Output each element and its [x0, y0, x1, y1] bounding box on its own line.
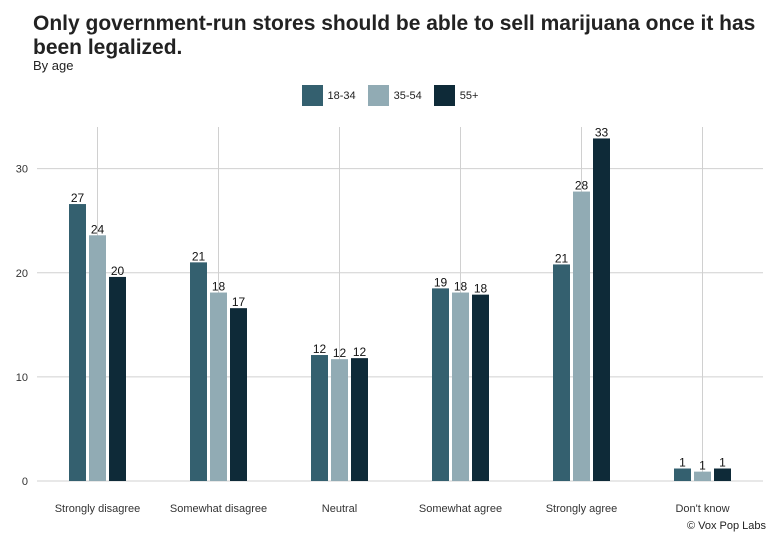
chart-subtitle: By age — [33, 58, 74, 73]
bar — [311, 355, 328, 481]
bar — [694, 471, 711, 481]
bar — [351, 358, 368, 481]
y-tick-label: 10 — [16, 372, 28, 384]
chart-title: Only government-run stores should be abl… — [33, 12, 756, 59]
bar-value-label: 12 — [333, 346, 347, 360]
legend-label-18-34: 18-34 — [327, 89, 356, 102]
x-tick-label: Somewhat disagree — [170, 503, 267, 515]
bar-value-label: 24 — [91, 222, 105, 236]
bar-value-label: 21 — [192, 249, 206, 263]
bar-value-label: 18 — [212, 280, 226, 294]
axis-ticks: 0 10 20 30 Strongly disagree Somewhat disagre… — [16, 164, 730, 515]
legend-label-35-54: 35-54 — [393, 89, 422, 102]
bar-value-label: 18 — [474, 282, 488, 296]
legend-label-55-plus: 55+ — [459, 89, 479, 102]
bar-value-label: 28 — [575, 179, 589, 193]
bar — [452, 292, 469, 481]
bars — [69, 138, 731, 481]
bar — [331, 359, 348, 481]
x-tick-label: Strongly agree — [546, 503, 618, 515]
bar-value-label: 1 — [679, 456, 686, 470]
x-tick-label: Neutral — [322, 503, 357, 515]
bar — [109, 276, 126, 481]
x-tick-label: Somewhat agree — [419, 503, 502, 515]
bar-value-label: 21 — [555, 251, 569, 265]
legend-item-18-34: 18-34 — [301, 85, 356, 106]
bar-value-label: 1 — [719, 456, 726, 470]
x-tick-label: Don't know — [675, 503, 729, 515]
gridlines — [37, 127, 763, 482]
legend-swatch-18-34 — [301, 85, 323, 106]
bar — [553, 264, 570, 481]
value-labels: 27 21 12 19 21 1 24 18 12 18 28 1 20 17 12 18 33 1 — [71, 125, 726, 472]
legend-swatch-35-54 — [367, 85, 389, 106]
bar — [210, 292, 227, 481]
bar — [69, 204, 86, 481]
bar — [230, 308, 247, 481]
legend-item-55-plus: 55+ — [433, 85, 479, 106]
chart-legend: 18-34 35-54 55+ — [0, 85, 780, 106]
legend-item-35-54: 35-54 — [367, 85, 422, 106]
bar-value-label: 12 — [353, 345, 367, 359]
bar-value-label: 18 — [454, 280, 468, 294]
bar — [89, 235, 106, 481]
y-tick-label: 0 — [22, 476, 28, 488]
bar-value-label: 27 — [71, 191, 85, 205]
bar — [190, 262, 207, 481]
bar — [573, 191, 590, 481]
bar-value-label: 20 — [111, 264, 125, 278]
source-credit: © Vox Pop Labs — [686, 520, 766, 532]
x-tick-label: Strongly disagree — [55, 503, 141, 515]
bar — [714, 468, 731, 481]
bar-value-label: 33 — [595, 125, 609, 139]
bar-value-label: 12 — [313, 342, 327, 356]
bar-value-label: 19 — [434, 275, 448, 289]
bar — [674, 468, 691, 481]
y-tick-label: 20 — [16, 268, 28, 280]
y-tick-label: 30 — [16, 164, 28, 176]
bar-value-label: 1 — [699, 459, 706, 473]
legend-swatch-55-plus — [433, 85, 455, 106]
bar-value-label: 17 — [232, 295, 246, 309]
bar — [593, 138, 610, 481]
bar — [432, 288, 449, 481]
bar — [472, 294, 489, 481]
